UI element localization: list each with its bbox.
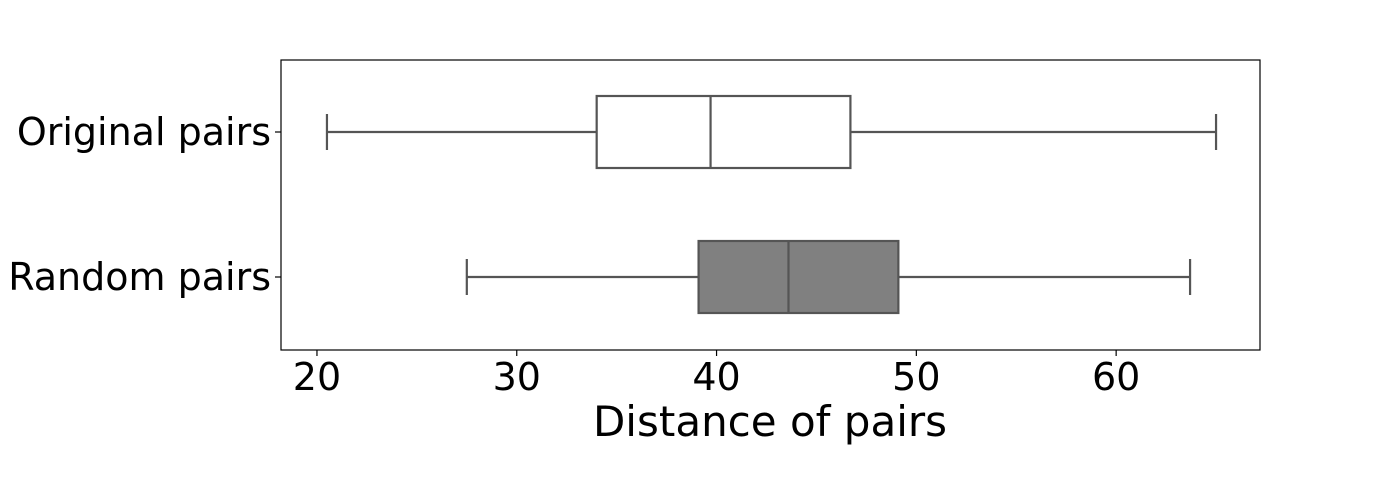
random-pairs-y-tick-label: Random pairs [8,255,271,299]
boxes-layer [325,94,1218,315]
plot-frame [280,59,1261,351]
y-axis: Original pairs Random pairs [8,110,281,299]
x-tick-label-60: 60 [1092,355,1140,399]
random-pairs-box-group [465,239,1192,315]
original-pairs-y-tick-label: Original pairs [17,110,271,154]
x-tick-label-30: 30 [493,355,541,399]
x-axis-title: Distance of pairs [593,397,947,446]
original-pairs-box-group [325,94,1218,170]
original-pairs-iqr-box [595,94,852,170]
random-pairs-iqr-box [697,239,900,315]
x-axis: 20 30 40 50 60 [293,350,1140,399]
x-tick-label-40: 40 [692,355,740,399]
x-tick-label-50: 50 [892,355,940,399]
x-tick-label-20: 20 [293,355,341,399]
